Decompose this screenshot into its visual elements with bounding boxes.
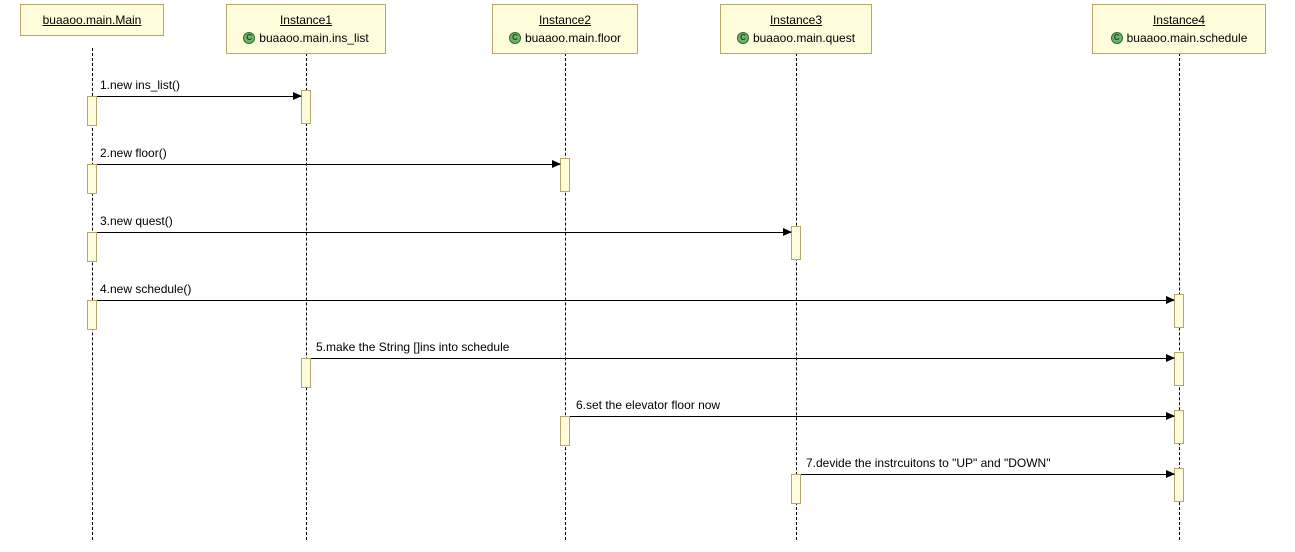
activation-bar bbox=[301, 358, 311, 388]
lifeline bbox=[796, 48, 797, 540]
participant-subtitle: C buaaoo.main.schedule bbox=[1105, 29, 1253, 47]
activation-bar bbox=[87, 164, 97, 194]
message-label: 1.new ins_list() bbox=[100, 78, 180, 92]
lifeline bbox=[565, 48, 566, 540]
participant-box: Instance1C buaaoo.main.ins_list bbox=[226, 4, 386, 54]
message-arrow bbox=[97, 96, 301, 97]
participant-subtitle: C buaaoo.main.quest bbox=[733, 29, 859, 47]
participant-subtitle-text: buaaoo.main.schedule bbox=[1127, 29, 1248, 47]
message-label: 4.new schedule() bbox=[100, 282, 191, 296]
message-arrow bbox=[97, 300, 1174, 301]
activation-bar bbox=[1174, 294, 1184, 328]
participant-title: Instance2 bbox=[505, 11, 625, 29]
participant-title: Instance3 bbox=[733, 11, 859, 29]
message-arrow bbox=[97, 164, 560, 165]
message-label: 7.devide the instrcuitons to "UP" and "D… bbox=[806, 456, 1050, 470]
participant-title: buaaoo.main.Main bbox=[33, 11, 151, 29]
participant-title: Instance1 bbox=[239, 11, 373, 29]
participant-box: Instance3C buaaoo.main.quest bbox=[720, 4, 872, 54]
message-label: 6.set the elevator floor now bbox=[576, 398, 720, 412]
activation-bar bbox=[1174, 468, 1184, 502]
message-label: 2.new floor() bbox=[100, 146, 167, 160]
class-icon: C bbox=[243, 32, 255, 44]
activation-bar bbox=[1174, 410, 1184, 444]
activation-bar bbox=[791, 226, 801, 260]
activation-bar bbox=[560, 158, 570, 192]
activation-bar bbox=[791, 474, 801, 504]
participant-box: Instance2C buaaoo.main.floor bbox=[492, 4, 638, 54]
participant-subtitle-text: buaaoo.main.floor bbox=[525, 29, 621, 47]
message-arrow bbox=[570, 416, 1174, 417]
class-icon: C bbox=[1111, 32, 1123, 44]
participant-subtitle-text: buaaoo.main.ins_list bbox=[259, 29, 368, 47]
activation-bar bbox=[1174, 352, 1184, 386]
message-label: 3.new quest() bbox=[100, 214, 173, 228]
class-icon: C bbox=[509, 32, 521, 44]
message-arrow bbox=[311, 358, 1174, 359]
activation-bar bbox=[87, 300, 97, 330]
participant-box: Instance4C buaaoo.main.schedule bbox=[1092, 4, 1266, 54]
message-label: 5.make the String []ins into schedule bbox=[316, 340, 509, 354]
participant-subtitle: C buaaoo.main.ins_list bbox=[239, 29, 373, 47]
activation-bar bbox=[560, 416, 570, 446]
activation-bar bbox=[87, 232, 97, 262]
participant-subtitle-text: buaaoo.main.quest bbox=[753, 29, 855, 47]
participant-box: buaaoo.main.Main bbox=[20, 4, 164, 36]
participant-subtitle: C buaaoo.main.floor bbox=[505, 29, 625, 47]
message-arrow bbox=[801, 474, 1174, 475]
participant-title: Instance4 bbox=[1105, 11, 1253, 29]
class-icon: C bbox=[737, 32, 749, 44]
message-arrow bbox=[97, 232, 791, 233]
activation-bar bbox=[87, 96, 97, 126]
activation-bar bbox=[301, 90, 311, 124]
